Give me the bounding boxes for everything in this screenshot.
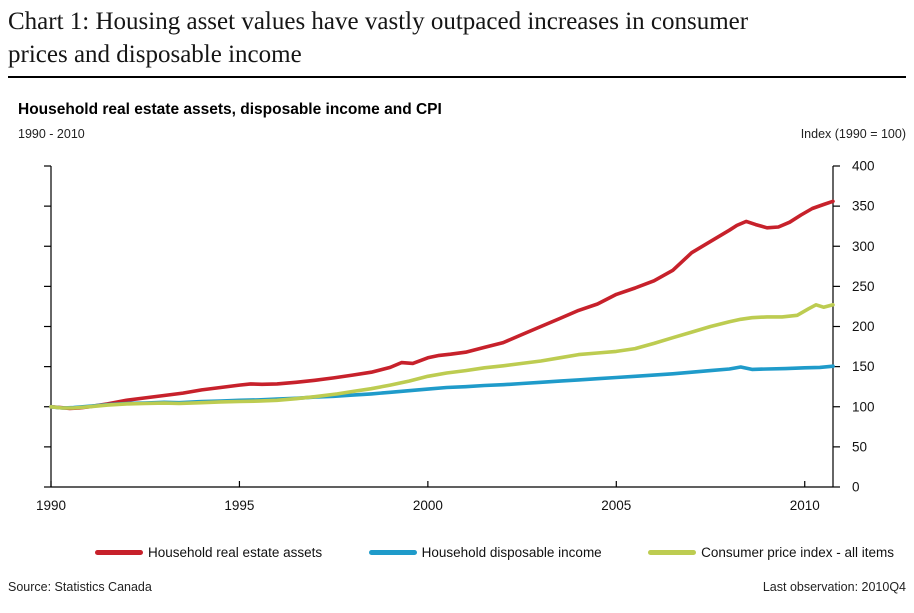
last-observation-note: Last observation: 2010Q4	[762, 580, 906, 594]
y-tick-label: 250	[852, 279, 875, 294]
x-tick-label: 2000	[413, 498, 443, 513]
chart-legend: Household real estate assets Household di…	[95, 541, 894, 563]
legend-item: Household disposable income	[368, 544, 602, 560]
x-tick-label: 2005	[601, 498, 631, 513]
x-tick-label: 1995	[224, 498, 254, 513]
y-axis-unit-label: Index (1990 = 100)	[800, 127, 906, 141]
series-line	[49, 303, 835, 410]
series-line	[49, 199, 835, 411]
line-chart: 0 50 100 150 200 250 300 350 400 1990 1995 2000 2005…	[36, 159, 875, 514]
source-note: Source: Statistics Canada	[8, 580, 152, 594]
y-tick-label: 200	[852, 319, 875, 334]
legend-item: Household real estate assets	[95, 545, 322, 560]
y-tick-label: 400	[852, 159, 875, 174]
chart-period-label: 1990 - 2010	[18, 127, 85, 141]
y-tick-label: 300	[852, 239, 875, 254]
x-tick-label: 1990	[36, 498, 66, 513]
legend-label: Household disposable income	[421, 544, 602, 560]
title-divider	[8, 76, 906, 78]
y-tick-label: 0	[852, 480, 860, 495]
page-title: Chart 1: Housing asset values have vastl…	[8, 8, 749, 68]
y-tick-label: 50	[852, 439, 867, 454]
legend-item: Consumer price index - all items	[648, 545, 894, 560]
legend-label: Consumer price index - all items	[701, 544, 894, 560]
chart-footer: Source: Statistics Canada Last observati…	[8, 580, 906, 594]
legend-line-swatch	[95, 549, 143, 555]
legend-line-swatch	[368, 549, 417, 555]
legend-line-swatch	[648, 549, 697, 555]
y-tick-label: 150	[852, 359, 875, 374]
x-tick-label: 2010	[790, 498, 820, 513]
legend-label: Household real estate assets	[148, 544, 323, 560]
y-tick-label: 100	[852, 399, 875, 414]
y-tick-label: 350	[852, 199, 875, 214]
chart-subtitle: Household real estate assets, disposable…	[18, 101, 442, 118]
